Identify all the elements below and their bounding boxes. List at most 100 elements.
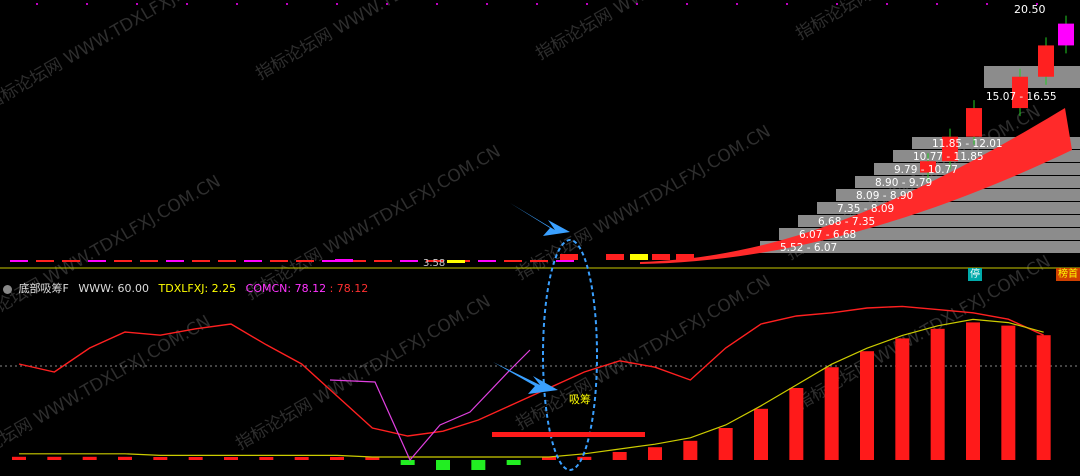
low-price-label: 3.58 <box>423 258 446 269</box>
candle <box>88 260 106 262</box>
indicator-bars <box>12 322 1051 470</box>
chip-range-label: 7.35 - 8.09 <box>837 203 895 215</box>
top-dot <box>686 3 688 5</box>
top-dot <box>186 3 188 5</box>
top-dot <box>736 3 738 5</box>
candle <box>140 260 158 262</box>
chip-range-label: 6.07 - 6.68 <box>799 229 857 241</box>
indicator-bar <box>259 457 274 460</box>
indicator-bar <box>1036 335 1051 460</box>
cost-ribbon <box>640 108 1072 264</box>
top-dot <box>986 3 988 5</box>
chip-range-label: 5.52 - 6.07 <box>780 242 838 254</box>
watermark-text: 指标论坛网 WWW.TDXLFXJ.COM.CN <box>513 272 775 435</box>
annotations <box>492 203 645 471</box>
candle <box>504 260 522 262</box>
indicator-bar <box>789 388 804 460</box>
tdxlfxj-label: TDXLFXJ: 2.25 <box>158 282 237 295</box>
top-dot <box>936 3 938 5</box>
extra-value: : 78.12 <box>329 282 369 295</box>
indicator-bar <box>82 456 97 460</box>
indicator-bar <box>365 457 380 460</box>
candle <box>556 260 574 262</box>
watermark-text: 指标论坛网 WWW.TDXLFXJ.COM.CN <box>253 0 515 84</box>
top-dot <box>786 3 788 5</box>
chip-range-label: 10.77 - 11.85 <box>913 151 984 163</box>
indicator-bar <box>436 460 450 470</box>
chip-range-label: 11.85 - 12.01 <box>932 138 1003 150</box>
right-tag: 榜首 <box>1056 268 1080 281</box>
collapse-icon[interactable] <box>3 284 12 294</box>
candle <box>560 254 578 260</box>
tdxlfxj-line <box>19 318 1044 458</box>
candle <box>36 260 54 262</box>
candle <box>447 260 465 263</box>
top-dots <box>36 3 1038 5</box>
watermark-text: 指标论坛网 WWW.TDXLFXJ.COM.CN <box>233 292 495 455</box>
indicator-bar <box>47 456 62 460</box>
watermark-text: 指标论坛网 WWW.TDXLFXJ.COM.CN <box>0 312 214 475</box>
indicator-bar <box>718 428 733 460</box>
chip-range-label: 8.90 - 9.79 <box>875 177 933 189</box>
top-dot <box>636 3 638 5</box>
top-dot <box>336 3 338 5</box>
top-dot <box>536 3 538 5</box>
indicator-bar <box>12 456 26 460</box>
indicator-lines <box>18 305 1044 462</box>
top-dot <box>286 3 288 5</box>
candle <box>374 260 392 262</box>
candle <box>62 260 80 262</box>
top-price-label: 20.50 <box>1014 3 1046 16</box>
www-line <box>18 305 1044 437</box>
candle <box>630 254 648 260</box>
candle <box>270 260 288 262</box>
candle <box>530 260 548 262</box>
candle <box>920 161 936 173</box>
watermark-text: 指标论坛网 WWW.TDXLFXJ.COM.CN <box>0 0 244 114</box>
www-label: WWW: 60.00 <box>78 282 150 295</box>
candle <box>335 259 353 262</box>
indicator-bar <box>824 367 839 460</box>
candle <box>192 260 210 262</box>
indicator-bar <box>1001 325 1016 460</box>
candle <box>676 254 694 260</box>
top-dot <box>36 3 38 5</box>
watermark-text: 指标论坛网 WWW.TDXLFXJ.COM.CN <box>533 0 795 64</box>
cost-ribbon-band <box>640 108 1072 264</box>
comcn-line <box>329 349 531 462</box>
candle <box>114 260 132 262</box>
indicator-bar <box>966 322 980 460</box>
candlestick-series <box>10 15 1074 263</box>
watermark-text: 指标论坛网 WWW.TDXLFXJ.COM.CN <box>0 172 224 335</box>
top-dot <box>86 3 88 5</box>
indicator-bar <box>860 351 874 460</box>
top-dot <box>136 3 138 5</box>
indicator-bar <box>577 456 592 460</box>
top-dot <box>1036 3 1038 5</box>
candle <box>322 260 340 262</box>
accumulation-annotation: 吸筹 <box>569 393 591 406</box>
chip-range-label: 8.09 - 8.90 <box>856 190 914 202</box>
candle <box>426 260 444 262</box>
candle <box>10 260 28 262</box>
indicator-bar <box>400 460 415 465</box>
candle <box>296 260 314 262</box>
candle <box>1038 45 1054 77</box>
indicator-bar <box>754 408 768 460</box>
candle <box>244 260 262 262</box>
top-dot <box>836 3 838 5</box>
top-dot <box>586 3 588 5</box>
indicator-bar <box>930 328 945 460</box>
chip-range-label: 9.79 - 10.77 <box>894 164 958 176</box>
candle <box>652 254 670 260</box>
candle <box>348 260 366 262</box>
candle <box>218 260 236 262</box>
indicator-bar <box>294 457 309 460</box>
indicator-bar <box>683 440 698 460</box>
chip-range-label: 6.68 - 7.35 <box>818 216 876 228</box>
dotted-ellipse <box>542 239 598 471</box>
top-dot <box>236 3 238 5</box>
watermark-text: 指标论坛网 WWW.TDXLFXJ.COM.CN <box>243 142 505 305</box>
indicator-title: 底部吸筹F <box>18 282 69 295</box>
